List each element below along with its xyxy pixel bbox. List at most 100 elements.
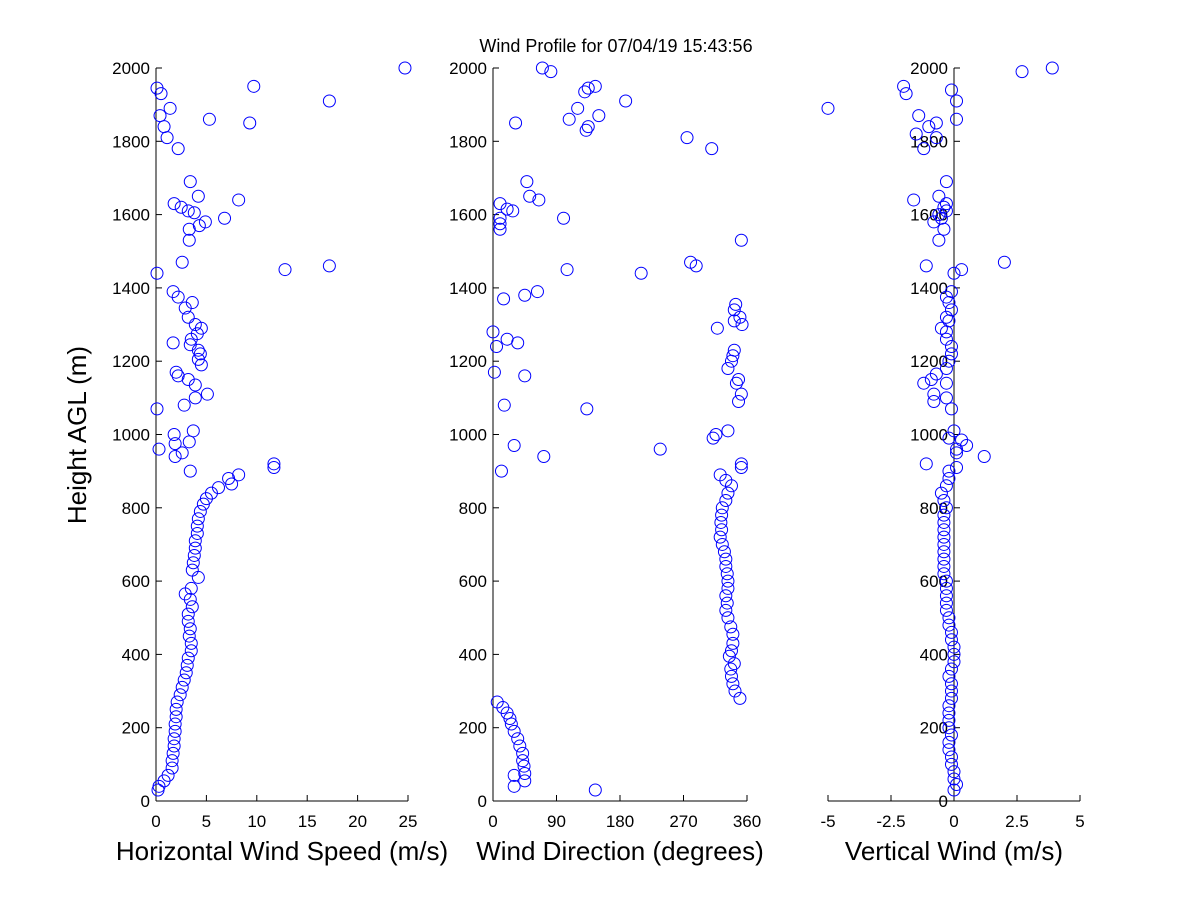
vertical-data-point <box>942 713 956 727</box>
speed-data-point <box>152 442 166 456</box>
vertical-data-point <box>937 508 951 522</box>
vertical-data-point <box>932 233 946 247</box>
direction-data-point <box>493 217 507 231</box>
speed-data-point <box>150 266 164 280</box>
vertical-data-point <box>917 376 931 390</box>
vertical-data-point <box>927 215 941 229</box>
wind-direction-panel: 0 200 400 600 800 1000 1200 1400 1600 1800 2000 0 90… <box>449 59 764 866</box>
speed-data-point <box>171 142 185 156</box>
speed-data-point <box>191 512 205 526</box>
direction-data-point <box>715 523 729 537</box>
vertical-data-point <box>939 175 953 189</box>
direction-x-tick-label: 90 <box>547 812 566 831</box>
vertical-data-point <box>950 94 964 108</box>
speed-data-point <box>222 471 236 485</box>
vertical-data-point <box>942 354 956 368</box>
speed-data-point <box>179 666 193 680</box>
direction-data-point <box>530 285 544 299</box>
speed-data-point <box>175 255 189 269</box>
speed-data-point <box>168 717 182 731</box>
vertical-data-point <box>942 471 956 485</box>
direction-y-tick-label: 600 <box>459 572 487 591</box>
direction-data-point <box>721 574 735 588</box>
vertical-data-point <box>939 332 953 346</box>
vertical-data-point <box>997 255 1011 269</box>
speed-data-point <box>181 614 195 628</box>
direction-data-point <box>734 387 748 401</box>
vertical-data-point <box>947 266 961 280</box>
direction-data-point <box>721 581 735 595</box>
vertical-data-point <box>934 321 948 335</box>
vertical-y-tick-label: 600 <box>920 572 948 591</box>
vertical-y-tick-label: 2000 <box>910 59 948 78</box>
speed-data-point <box>161 768 175 782</box>
speed-data-point <box>168 724 182 738</box>
speed-data-point <box>150 81 164 95</box>
direction-data-point <box>516 754 530 768</box>
vertical-data-point <box>932 208 946 222</box>
speed-data-point <box>165 761 179 775</box>
direction-data-point <box>507 768 521 782</box>
vertical-data-point <box>937 567 951 581</box>
vertical-data-point <box>947 640 961 654</box>
direction-data-point <box>719 603 733 617</box>
vertical-y-tick-label: 1000 <box>910 426 948 445</box>
direction-data-point <box>537 449 551 463</box>
vertical-data-point <box>950 460 964 474</box>
vertical-data-point <box>897 79 911 93</box>
speed-data-point <box>200 387 214 401</box>
vertical-data-point <box>947 772 961 786</box>
speed-y-tick-label: 400 <box>122 645 150 664</box>
speed-data-point <box>174 200 188 214</box>
speed-x-tick-label: 10 <box>247 812 266 831</box>
speed-y-tick-label: 1200 <box>112 352 150 371</box>
direction-data-point <box>517 759 531 773</box>
vertical-data-point <box>899 87 913 101</box>
direction-data-point <box>506 204 520 218</box>
direction-data-point <box>504 717 518 731</box>
direction-x-tick-label: 180 <box>606 812 634 831</box>
direction-data-point <box>719 552 733 566</box>
vertical-data-point <box>942 699 956 713</box>
vertical-data-point <box>939 589 953 603</box>
vertical-data-point <box>929 367 943 381</box>
vertical-data-point <box>937 493 951 507</box>
speed-data-point <box>177 673 191 687</box>
speed-data-point <box>167 197 181 211</box>
direction-data-point <box>579 123 593 137</box>
speed-data-point <box>168 449 182 463</box>
vertical-data-point <box>939 362 953 376</box>
speed-data-point <box>232 468 246 482</box>
vertical-data-point <box>927 387 941 401</box>
vertical-data-point <box>944 684 958 698</box>
speed-data-point <box>153 109 167 123</box>
vertical-data-point <box>942 669 956 683</box>
vertical-y-tick-label: 1200 <box>910 352 948 371</box>
direction-data-point <box>592 109 606 123</box>
direction-data-point <box>727 657 741 671</box>
vertical-data-point <box>947 655 961 669</box>
direction-data-point <box>518 369 532 383</box>
vertical-x-tick-label: 0 <box>949 812 958 831</box>
vertical-data-point <box>821 101 835 115</box>
vertical-data-point <box>939 596 953 610</box>
speed-data-point <box>243 116 257 130</box>
speed-data-point <box>177 398 191 412</box>
vertical-data-point <box>977 449 991 463</box>
speed-data-point <box>163 101 177 115</box>
figure-title: Wind Profile for 07/04/19 15:43:56 <box>479 36 752 56</box>
speed-data-point <box>267 457 281 471</box>
direction-y-tick-label: 2000 <box>449 59 487 78</box>
direction-data-point <box>532 193 546 207</box>
speed-data-point <box>183 464 197 478</box>
vertical-wind-panel: 0200400600800100012001400160018002000-5-… <box>820 59 1084 866</box>
direction-data-point <box>578 85 592 99</box>
vertical-data-point <box>947 647 961 661</box>
speed-data-point <box>169 710 183 724</box>
vertical-data-point <box>937 559 951 573</box>
direction-x-axis-label: Wind Direction (degrees) <box>476 836 764 866</box>
vertical-x-tick-label: -2.5 <box>876 812 905 831</box>
direction-data-point <box>721 362 735 376</box>
